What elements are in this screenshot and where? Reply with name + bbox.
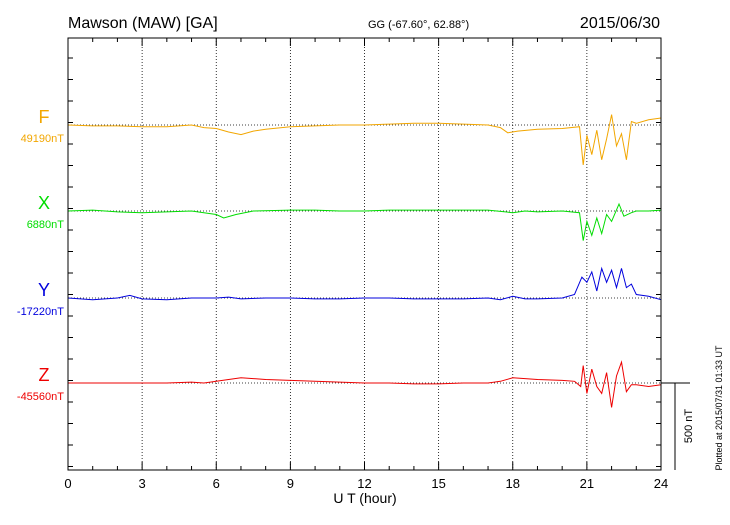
x-tick-label-12: 12 xyxy=(357,476,371,491)
baseline-value-y: -17220nT xyxy=(17,306,64,318)
vertical-gridlines xyxy=(141,38,588,470)
station-title: Mawson (MAW) [GA] xyxy=(68,15,218,32)
station-coordinates: GG (-67.60°, 62.88°) xyxy=(368,19,469,31)
x-tick-label-6: 6 xyxy=(213,476,220,491)
component-label-x: X xyxy=(38,193,50,213)
x-tick-label-0: 0 xyxy=(64,476,71,491)
x-tick-label-21: 21 xyxy=(580,476,594,491)
x-tick-label-24: 24 xyxy=(654,476,668,491)
scale-bar: 500 nT xyxy=(661,382,695,470)
plotted-timestamp: Plotted at 2015/07/31 01:33 UT xyxy=(714,345,724,471)
plot-frame xyxy=(67,37,662,471)
baseline-value-z: -45560nT xyxy=(17,391,64,403)
axis-ticks xyxy=(67,38,662,470)
plot-date: 2015/06/30 xyxy=(580,15,660,32)
x-tick-label-18: 18 xyxy=(506,476,520,491)
x-tick-labels: 0 3 6 9 12 15 18 21 24 xyxy=(64,476,668,491)
component-labels: F 49190nT X 6880nT Y -17220nT Z -45560nT xyxy=(17,107,64,403)
component-label-z: Z xyxy=(39,365,50,385)
series-line-z xyxy=(68,360,662,408)
baseline-value-x: 6880nT xyxy=(27,219,65,231)
component-label-y: Y xyxy=(38,280,50,300)
series-line-y xyxy=(67,266,662,301)
x-tick-label-15: 15 xyxy=(431,476,445,491)
scale-bar-label: 500 nT xyxy=(683,409,695,444)
series-line-x xyxy=(67,202,662,241)
x-tick-label-9: 9 xyxy=(287,476,294,491)
series-line-f xyxy=(67,114,662,166)
series-lines xyxy=(67,114,662,408)
x-tick-label-3: 3 xyxy=(139,476,146,491)
baseline-value-f: 49190nT xyxy=(21,133,65,145)
component-label-f: F xyxy=(39,107,50,127)
x-axis-label: U T (hour) xyxy=(333,490,396,506)
